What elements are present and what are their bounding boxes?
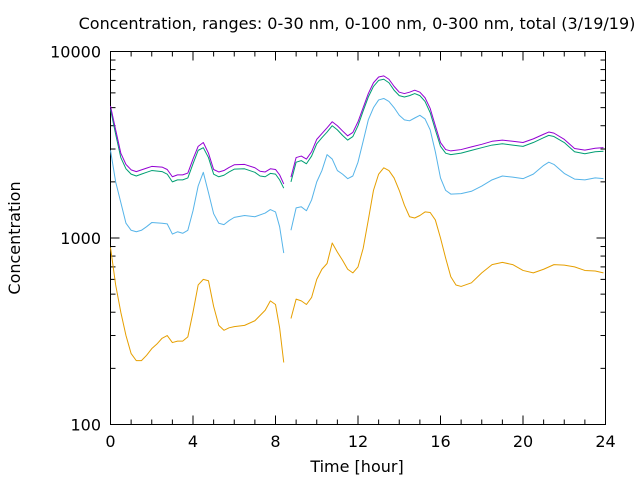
x-axis-label: Time [hour] bbox=[309, 457, 403, 476]
x-tick-label: 24 bbox=[595, 432, 615, 451]
series-3 bbox=[110, 75, 604, 185]
plot-frame bbox=[110, 51, 606, 425]
series-1-line-segment bbox=[110, 150, 285, 254]
x-tick-label: 20 bbox=[513, 432, 533, 451]
x-tick-label: 0 bbox=[105, 432, 115, 451]
y-tick-label: 10000 bbox=[50, 43, 101, 62]
y-tick-label: 100 bbox=[70, 416, 101, 435]
series-3-line-segment bbox=[290, 75, 604, 178]
y-tick-label: 1000 bbox=[60, 229, 101, 248]
series-0-line-segment bbox=[110, 247, 285, 363]
chart-title: Concentration, ranges: 0-30 nm, 0-100 nm… bbox=[79, 14, 636, 33]
series-0 bbox=[110, 167, 604, 363]
series-2-line-segment bbox=[110, 109, 285, 189]
series-2-line-segment bbox=[290, 78, 604, 182]
axis-ticks: 0 4 8 12 16 20 24 100 1000 10000 bbox=[50, 43, 616, 452]
series-1 bbox=[110, 97, 604, 254]
series-0-line-segment bbox=[290, 167, 604, 319]
series-layer bbox=[110, 75, 604, 363]
x-tick-label: 4 bbox=[188, 432, 198, 451]
series-3-line-segment bbox=[110, 105, 285, 185]
x-tick-label: 8 bbox=[270, 432, 280, 451]
series-2 bbox=[110, 78, 604, 189]
series-1-line-segment bbox=[290, 97, 604, 231]
y-axis-label: Concentration bbox=[5, 181, 24, 294]
x-tick-label: 12 bbox=[348, 432, 368, 451]
x-tick-label: 16 bbox=[430, 432, 450, 451]
